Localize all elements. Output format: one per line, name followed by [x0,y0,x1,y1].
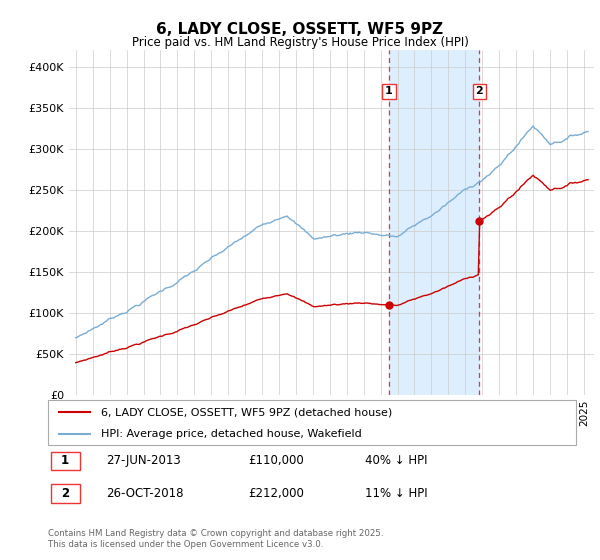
FancyBboxPatch shape [50,451,80,470]
Text: £212,000: £212,000 [248,487,305,501]
Text: 2: 2 [475,86,483,96]
Text: Contains HM Land Registry data © Crown copyright and database right 2025.
This d: Contains HM Land Registry data © Crown c… [48,529,383,549]
Text: £110,000: £110,000 [248,454,304,468]
Text: HPI: Average price, detached house, Wakefield: HPI: Average price, detached house, Wake… [101,429,362,439]
Text: 40% ↓ HPI: 40% ↓ HPI [365,454,427,468]
Bar [389,50,479,395]
FancyBboxPatch shape [48,400,576,445]
Text: 1: 1 [385,86,393,96]
Text: 27-JUN-2013: 27-JUN-2013 [106,454,181,468]
Text: 11% ↓ HPI: 11% ↓ HPI [365,487,427,501]
Text: 6, LADY CLOSE, OSSETT, WF5 9PZ: 6, LADY CLOSE, OSSETT, WF5 9PZ [157,22,443,38]
Text: 6, LADY CLOSE, OSSETT, WF5 9PZ (detached house): 6, LADY CLOSE, OSSETT, WF5 9PZ (detached… [101,408,392,418]
Text: Price paid vs. HM Land Registry's House Price Index (HPI): Price paid vs. HM Land Registry's House … [131,36,469,49]
Text: 1: 1 [61,454,69,468]
Text: 2: 2 [61,487,69,501]
Text: 26-OCT-2018: 26-OCT-2018 [106,487,184,501]
FancyBboxPatch shape [50,484,80,503]
